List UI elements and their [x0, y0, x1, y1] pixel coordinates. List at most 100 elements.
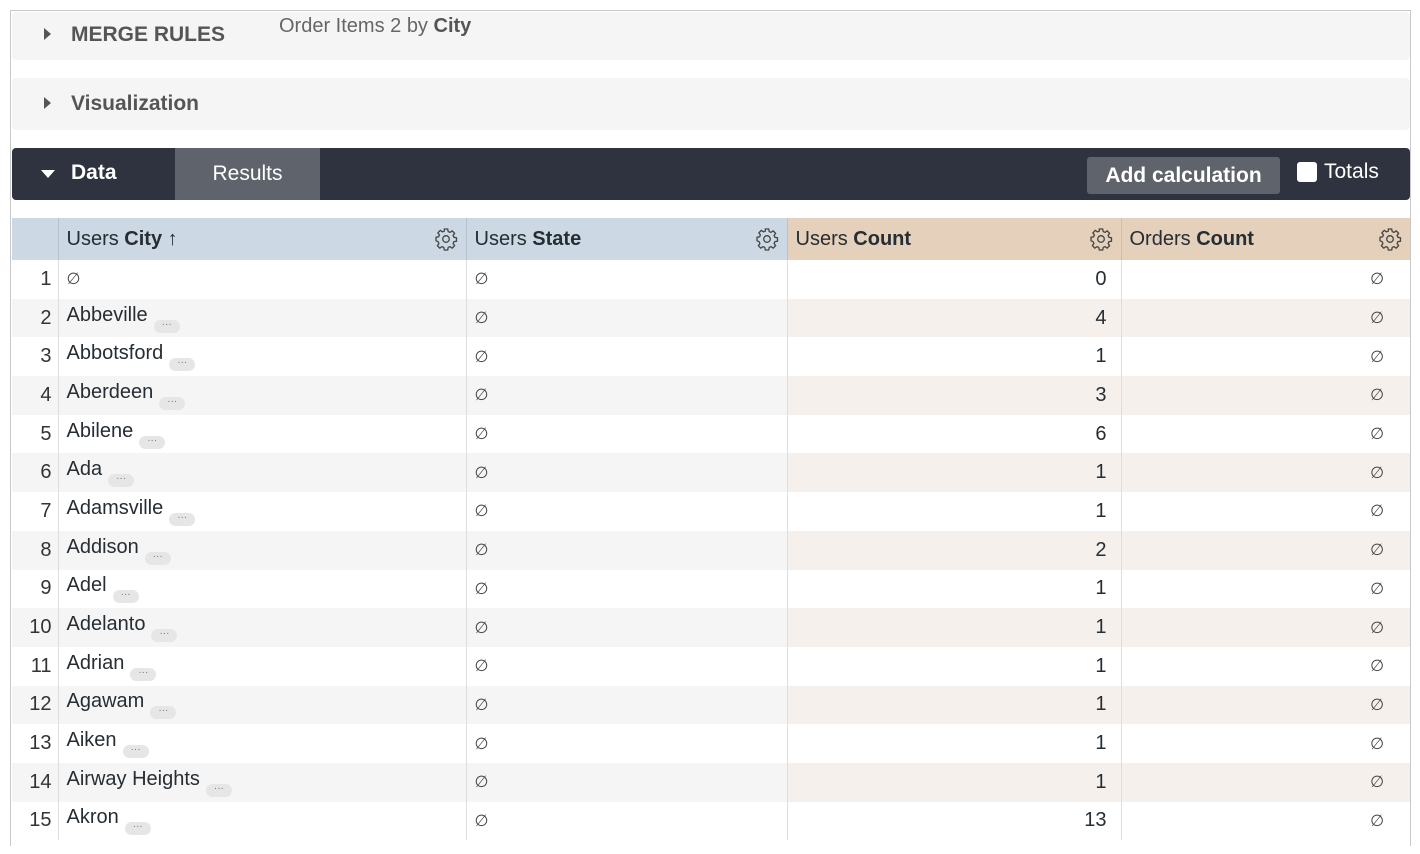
add-calculation-button[interactable]: Add calculation [1087, 157, 1280, 194]
row-number: 11 [30, 654, 52, 677]
caret-right-icon [44, 97, 51, 109]
city-cell[interactable]: Addison ··· [57, 530, 466, 570]
city-value: Akron [66, 806, 119, 829]
city-cell[interactable]: ∅ [57, 260, 466, 299]
more-options-icon[interactable]: ··· [153, 319, 180, 333]
table-row: 10 Adelanto ··· ∅ 1 ∅ [12, 608, 1410, 647]
state-cell: ∅ [465, 414, 787, 454]
users-count-cell: 1 [786, 762, 1121, 802]
visualization-title: Visualization [71, 92, 199, 115]
more-options-icon[interactable]: ··· [144, 551, 171, 565]
orders-count-cell: ∅ [1120, 414, 1410, 454]
state-cell: ∅ [465, 492, 787, 531]
orders-count-cell: ∅ [1120, 762, 1410, 802]
merge-rules-title: MERGE RULES [71, 23, 226, 46]
totals-toggle[interactable]: Totals [1297, 160, 1379, 184]
gear-icon[interactable] [1378, 227, 1402, 251]
city-cell[interactable]: Agawam ··· [57, 685, 466, 725]
row-number: 9 [40, 577, 52, 600]
row-number: 1 [40, 267, 52, 290]
orders-count-cell: ∅ [1120, 530, 1410, 570]
tab-data[interactable]: Data [71, 161, 117, 184]
users-count-cell: 1 [786, 646, 1121, 686]
more-options-icon[interactable]: ··· [205, 783, 232, 797]
more-options-icon[interactable]: ··· [108, 474, 135, 488]
column-header[interactable]: Users State [465, 218, 787, 260]
more-options-icon[interactable]: ··· [124, 822, 151, 836]
data-toolbar: Data Results Add calculation Totals [12, 148, 1410, 200]
explore-frame [10, 10, 1411, 846]
users-count-cell: 3 [786, 376, 1121, 415]
gear-icon[interactable] [1089, 227, 1113, 251]
column-header[interactable]: Users Count [786, 218, 1121, 260]
city-cell[interactable]: Abbeville ··· [57, 298, 466, 338]
orders-count-cell: ∅ [1120, 453, 1410, 493]
tab-results[interactable]: Results [175, 148, 320, 200]
gear-icon[interactable] [755, 227, 779, 251]
users-count-cell: 1 [786, 724, 1121, 763]
users-count-cell: 1 [786, 569, 1121, 609]
city-cell[interactable]: Adrian ··· [57, 646, 466, 686]
row-number: 3 [40, 345, 52, 368]
more-options-icon[interactable]: ··· [150, 706, 177, 720]
city-cell[interactable]: Adel ··· [57, 569, 466, 609]
totals-checkbox[interactable] [1297, 162, 1317, 182]
more-options-icon[interactable]: ··· [130, 667, 157, 681]
city-value: Adamsville [66, 496, 164, 519]
state-cell: ∅ [465, 298, 787, 338]
orders-count-cell: ∅ [1120, 724, 1410, 763]
state-cell: ∅ [465, 608, 787, 647]
users-count-cell: 6 [786, 414, 1121, 454]
state-cell: ∅ [465, 724, 787, 763]
merge-subtitle-prefix: Order Items 2 by [279, 15, 434, 37]
table-row: 12 Agawam ··· ∅ 1 ∅ [12, 685, 1410, 725]
more-options-icon[interactable]: ··· [169, 358, 196, 372]
orders-count-cell: ∅ [1120, 646, 1410, 686]
users-count-cell: 13 [786, 801, 1121, 841]
caret-right-icon [44, 28, 51, 40]
city-cell[interactable]: Akron ··· [57, 801, 466, 841]
column-header[interactable]: Users City ↑ [57, 218, 466, 260]
city-cell[interactable]: Aiken ··· [57, 724, 466, 763]
merge-rules-panel[interactable]: MERGE RULES [12, 12, 1410, 60]
more-options-icon[interactable]: ··· [112, 590, 139, 604]
city-cell[interactable]: Adelanto ··· [57, 608, 466, 647]
city-cell[interactable]: Ada ··· [57, 453, 466, 493]
orders-count-cell: ∅ [1120, 492, 1410, 531]
table-row: 11 Adrian ··· ∅ 1 ∅ [12, 646, 1410, 686]
visualization-panel[interactable]: Visualization [12, 78, 1410, 130]
column-name: City [124, 227, 163, 250]
state-cell: ∅ [465, 801, 787, 841]
table-row: 5 Abilene ··· ∅ 6 ∅ [12, 414, 1410, 454]
more-options-icon[interactable]: ··· [159, 396, 186, 410]
column-name: State [532, 227, 582, 250]
city-cell[interactable]: Abilene ··· [57, 414, 466, 454]
city-value: Adel [66, 574, 107, 597]
city-cell[interactable]: Airway Heights ··· [57, 762, 466, 802]
more-options-icon[interactable]: ··· [169, 512, 196, 526]
more-options-icon[interactable]: ··· [139, 435, 166, 449]
city-value: ∅ [66, 271, 81, 289]
merge-subtitle: Order Items 2 by City [279, 15, 471, 38]
state-cell: ∅ [465, 646, 787, 686]
orders-count-cell: ∅ [1120, 569, 1410, 609]
city-value: Abbotsford [66, 342, 164, 365]
table-row: 13 Aiken ··· ∅ 1 ∅ [12, 724, 1410, 763]
more-options-icon[interactable]: ··· [151, 629, 178, 643]
caret-down-icon[interactable] [41, 170, 55, 178]
city-cell[interactable]: Aberdeen ··· [57, 376, 466, 415]
more-options-icon[interactable]: ··· [122, 745, 149, 759]
state-cell: ∅ [465, 762, 787, 802]
users-count-cell: 0 [786, 260, 1121, 299]
column-header[interactable]: Orders Count [1120, 218, 1410, 260]
row-number: 14 [12, 762, 58, 802]
city-value: Agawam [66, 690, 145, 713]
orders-count-cell: ∅ [1120, 337, 1410, 377]
orders-count-cell: ∅ [1120, 801, 1410, 841]
row-number: 5 [40, 422, 52, 445]
city-value: Adrian [66, 651, 125, 674]
gear-icon[interactable] [434, 227, 458, 251]
city-cell[interactable]: Abbotsford ··· [57, 337, 466, 377]
city-cell[interactable]: Adamsville ··· [57, 492, 466, 531]
table-row: 3 Abbotsford ··· ∅ 1 ∅ [12, 337, 1410, 377]
